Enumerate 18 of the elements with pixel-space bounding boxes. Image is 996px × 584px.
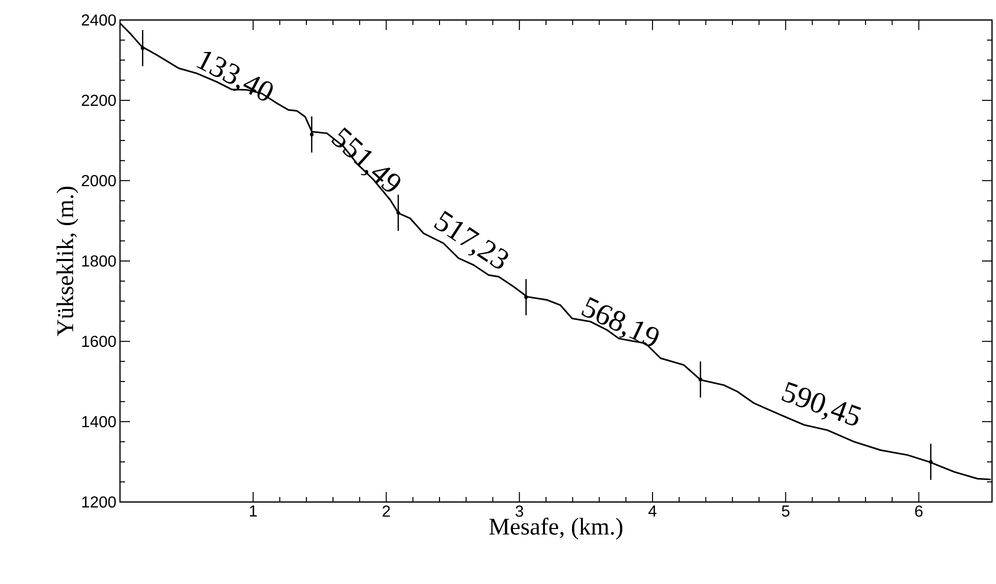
x-tick-label: 6 (915, 506, 923, 517)
y-tick-label: 1200 (82, 496, 116, 508)
x-axis-title: Mesafe, (km.) (489, 518, 622, 540)
x-tick-label: 2 (382, 506, 390, 517)
y-tick-label: 1800 (82, 255, 116, 267)
y-tick-label: 1400 (82, 416, 116, 428)
x-tick-label: 4 (648, 506, 656, 516)
y-tick-label: 2400 (82, 14, 116, 26)
x-tick-label: 3 (516, 506, 524, 517)
y-tick-label: 2000 (82, 175, 116, 186)
x-tick-label: 1 (250, 506, 257, 516)
y-tick-label: 2200 (82, 94, 116, 106)
annotation: 590,45 (781, 382, 862, 426)
annotation: 133,40 (196, 52, 273, 101)
y-axis-title: Yükseklik, (m.) (56, 186, 78, 336)
annotation: 568,19 (581, 297, 659, 346)
y-tick-label: 1600 (82, 336, 116, 347)
x-tick-label: 5 (782, 506, 790, 517)
